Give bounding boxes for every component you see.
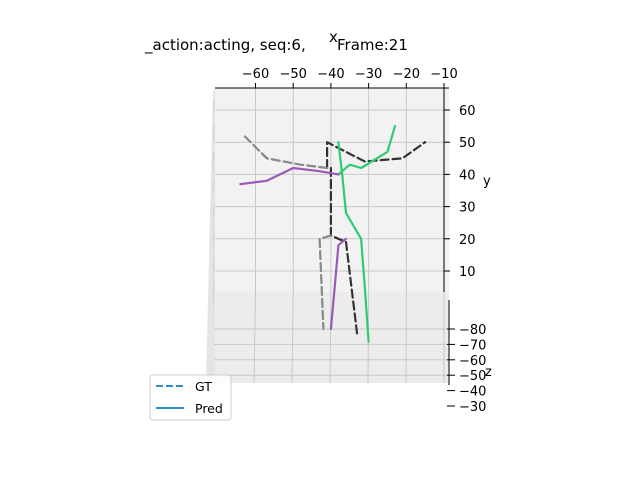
legend-gt-label: GT [195,379,212,394]
pred-left-limb-7 [329,237,348,331]
chart-title: _action:acting, seq:6, [144,36,306,55]
left-wall-gridline [213,281,215,315]
pred-left-limb-5 [239,166,340,186]
z-tick-label: −30 [459,400,486,415]
x-floor-gridline [253,291,256,384]
x-tick-label: −40 [317,67,344,82]
z-axis-label: z [485,365,492,380]
x-floor-gridline [291,291,294,384]
z-tick-label: −70 [459,338,486,353]
axes: −60 −50 −40 −30 −20 −10102030405060−80−70−60−… [215,67,486,415]
y-tick-label: 40 [459,168,476,183]
x-tick-label: −50 [279,67,306,82]
y-tick-label: 50 [459,136,476,151]
x-axis-label: x [329,28,338,46]
legend: GT Pred [149,374,232,421]
x-tick-label: −60 [242,67,269,82]
pred-right-limb-6 [337,141,370,343]
left-wall-gridline [213,177,215,202]
legend-pred-label: Pred [195,401,223,416]
gt-right-limb-0 [326,141,427,170]
left-wall-gridline [213,203,215,230]
z-tick-label: −60 [459,354,486,369]
left-pane [206,88,215,383]
data-series [239,124,427,343]
left-wall-gridline [213,255,215,286]
y-tick-label: 10 [459,265,476,280]
z-tick-label: −80 [459,323,486,338]
y-tick-label: 30 [459,201,476,216]
z-tick-label: −40 [459,385,486,400]
x-tick-label: −10 [430,67,457,82]
pred-right-limb-4 [337,124,397,176]
y-tick-label: 20 [459,233,476,248]
back-pane [215,88,449,292]
gt-right-limb-2 [329,166,359,337]
x-floor-gridline [329,291,332,384]
x-tick-label: −30 [355,67,382,82]
left-wall-gridline [213,229,215,258]
chart-title-frame: Frame:21 [337,36,408,54]
y-axis-label: y [483,174,491,189]
x-tick-label: −20 [393,67,420,82]
z-tick-label: −50 [459,369,486,384]
gt-left-limb-3 [318,234,332,331]
gt-left-limb-1 [243,134,329,170]
y-tick-label: 60 [459,104,476,119]
